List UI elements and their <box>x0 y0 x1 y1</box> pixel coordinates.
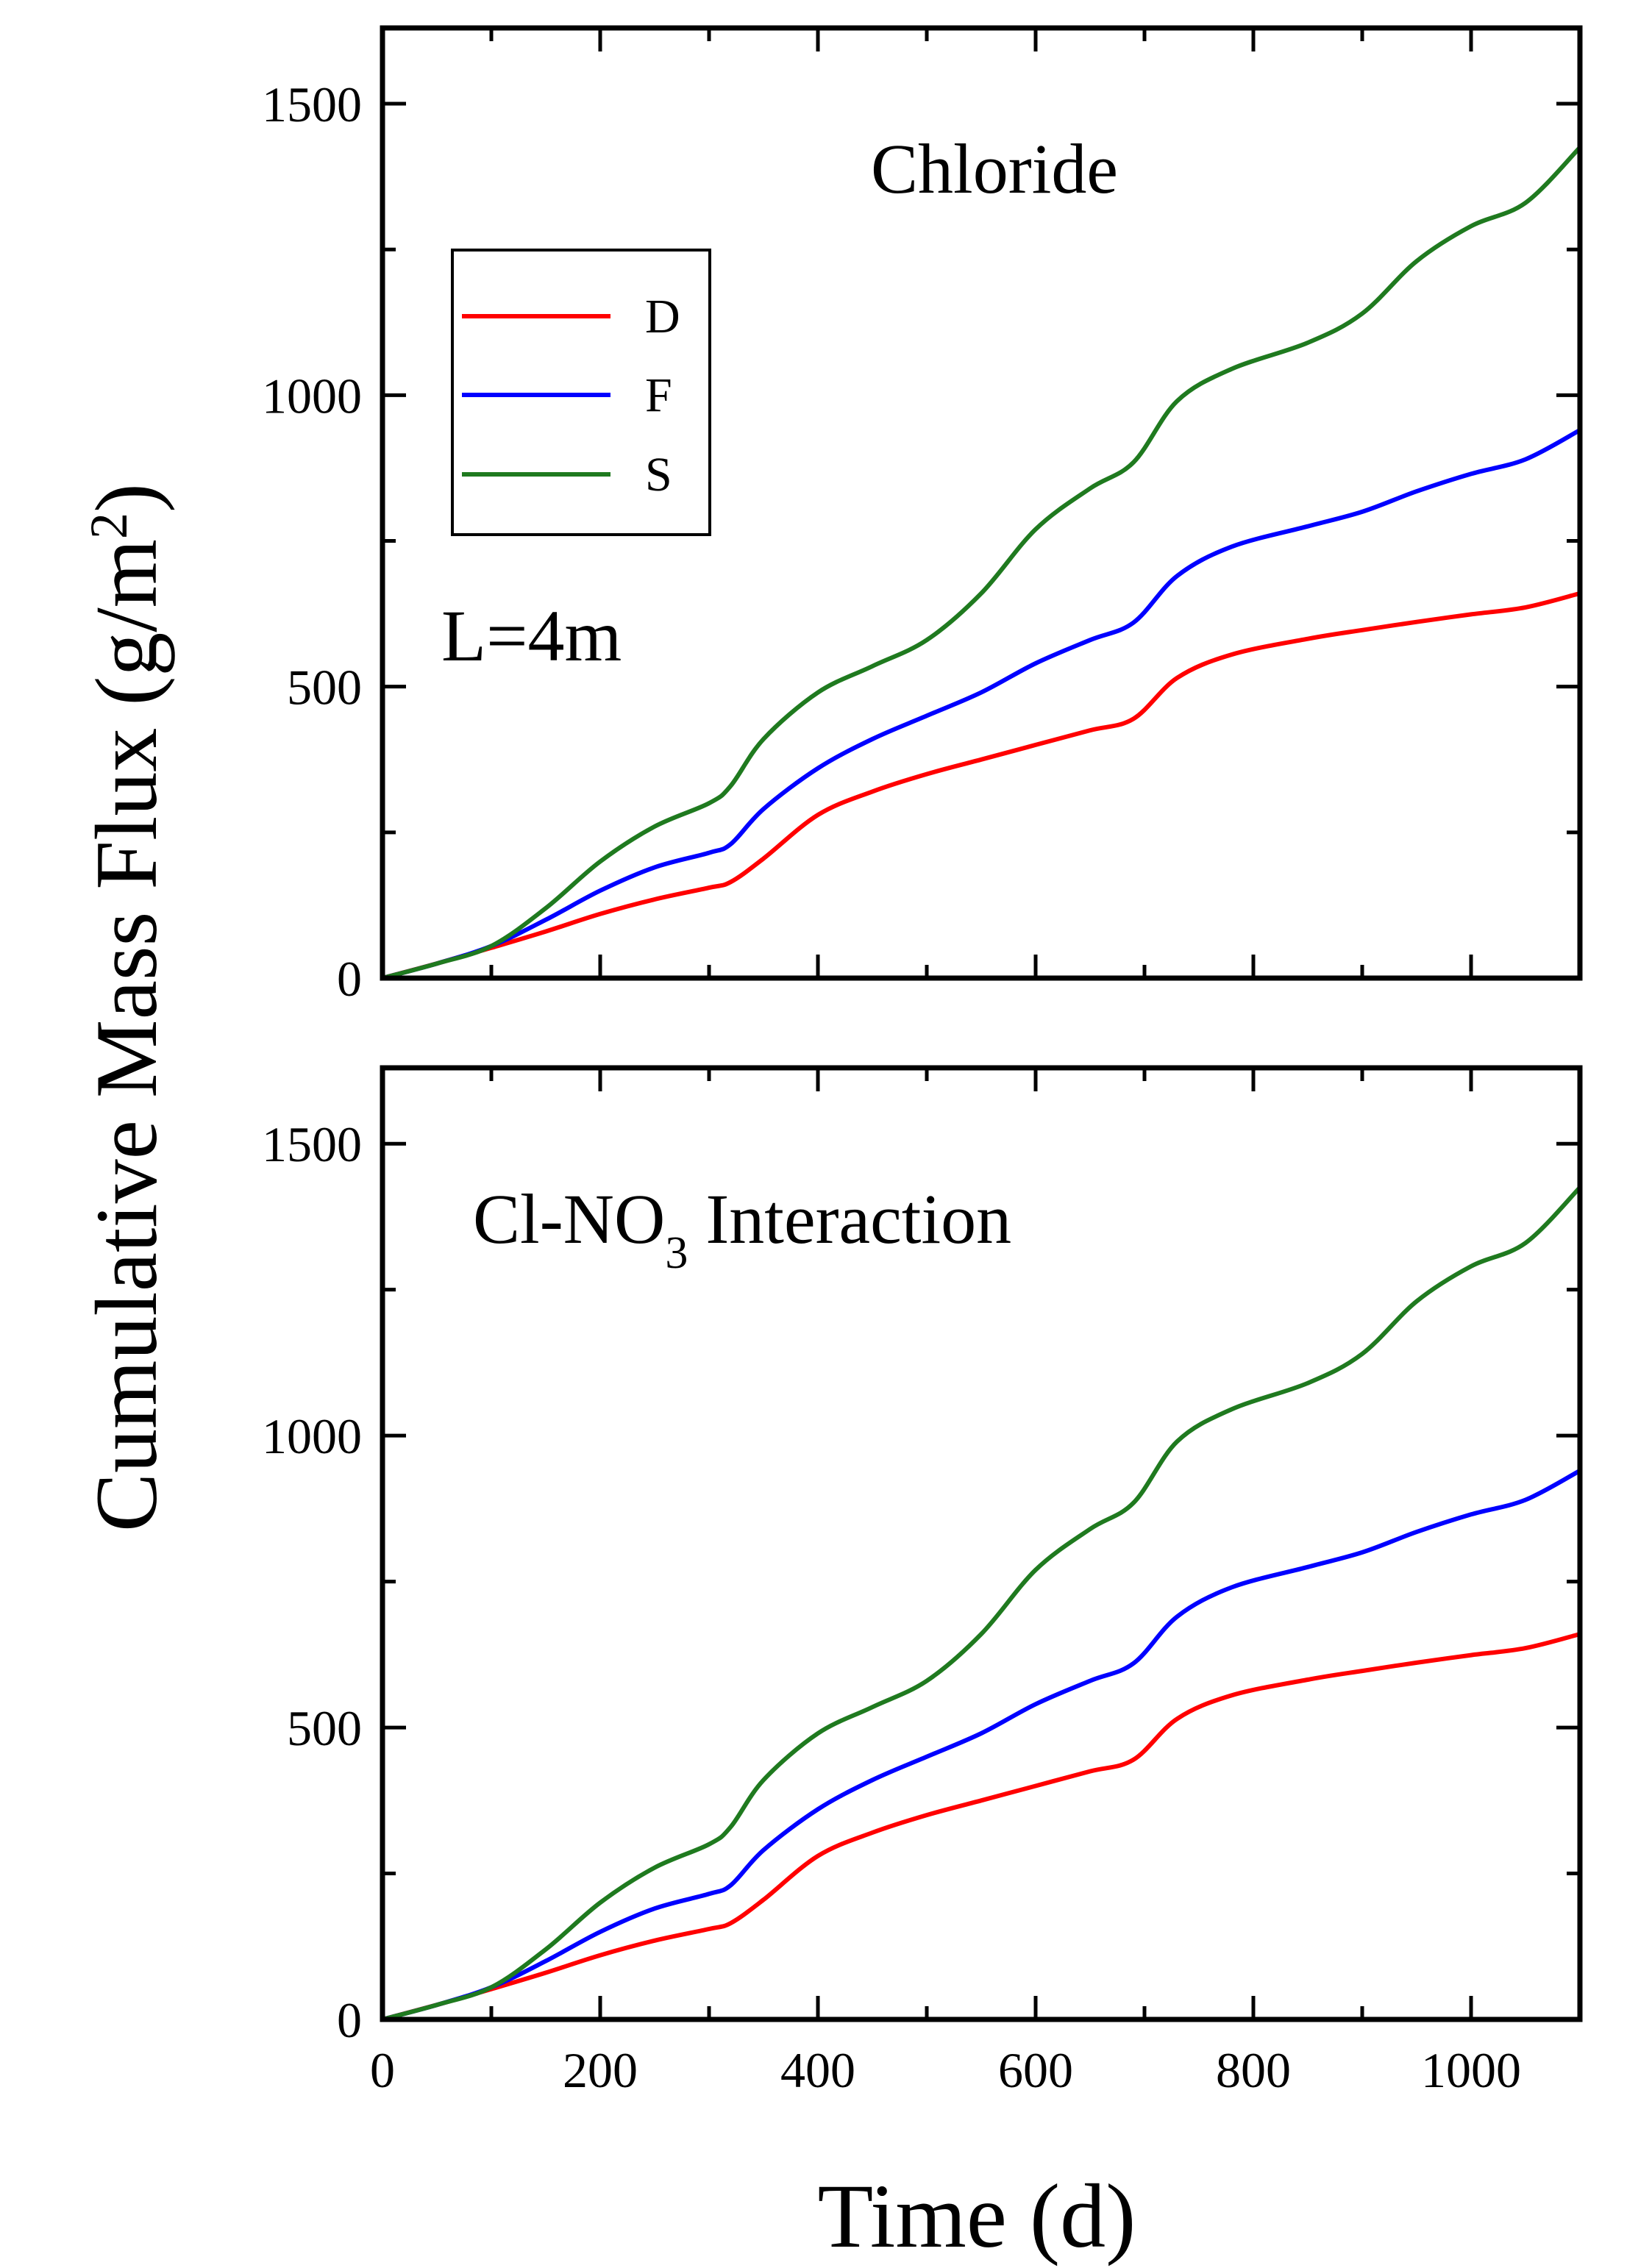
y-tick-label: 1500 <box>262 1116 362 1172</box>
panel-chloride-annotation: L=4m <box>441 595 622 677</box>
y-axis-label: Cumulative Mass Flux (g/m2) <box>77 483 175 1532</box>
x-tick-label: 800 <box>1216 2042 1291 2098</box>
panel-cl-no3-interaction: 0 500 1000 1500 0 200 400 600 800 1000 Cl-NO3 Int… <box>262 1065 1583 2098</box>
y-tick-label: 1500 <box>262 76 362 132</box>
y-tick-label: 0 <box>337 1992 362 2048</box>
panel-chloride-ticks: 0 500 1000 1500 <box>262 28 1582 1007</box>
y-tick-label: 500 <box>287 660 362 716</box>
x-axis-label: Time (d) <box>818 2166 1136 2267</box>
legend-label-F: F <box>645 368 672 422</box>
panel-chloride-frame <box>380 25 1583 981</box>
x-tick-label: 0 <box>370 2042 395 2098</box>
x-tick-label: 200 <box>563 2042 638 2098</box>
series-line-S-cl-no3 <box>380 1185 1582 2022</box>
x-tick-label: 1000 <box>1421 2042 1521 2098</box>
y-axis-label-sup: 2 <box>79 513 138 539</box>
series-line-F-cl-no3 <box>380 1468 1582 2022</box>
series-line-D-chloride <box>380 591 1582 980</box>
x-tick-label: 400 <box>780 2042 855 2098</box>
series-line-F-chloride <box>380 427 1582 980</box>
legend: D F S <box>451 249 711 536</box>
panel-cl-no3-frame <box>380 1065 1583 2022</box>
legend-label-D: D <box>645 290 680 343</box>
y-axis-label-close: ) <box>77 483 175 513</box>
x-tick-label: 600 <box>998 2042 1073 2098</box>
y-tick-label: 1000 <box>262 368 362 424</box>
panel-cl-no3-title: Cl-NO3 Interaction <box>473 1180 1011 1278</box>
series-line-S-chloride <box>380 145 1582 980</box>
panel-cl-no3-title-main: Cl-NO <box>473 1180 665 1258</box>
panel-cl-no3-series <box>380 1185 1582 2022</box>
panel-cl-no3-title-sub: 3 <box>665 1228 688 1278</box>
legend-label-S: S <box>645 448 672 502</box>
legend-box <box>451 249 711 536</box>
panel-chloride: 0 500 1000 1500 Chloride L=4m D F S <box>262 25 1583 1007</box>
y-tick-label: 500 <box>287 1700 362 1756</box>
y-tick-label: 1000 <box>262 1408 362 1464</box>
panel-cl-no3-ticks: 0 500 1000 1500 0 200 400 600 800 1000 <box>262 1068 1582 2098</box>
y-axis-label-text: Cumulative Mass Flux (g/m <box>77 539 175 1532</box>
panel-cl-no3-title-suffix: Interaction <box>688 1180 1011 1258</box>
y-tick-label: 0 <box>337 951 362 1007</box>
series-line-D-cl-no3 <box>380 1632 1582 2022</box>
panel-chloride-series <box>380 145 1582 980</box>
panel-chloride-title: Chloride <box>871 129 1118 208</box>
